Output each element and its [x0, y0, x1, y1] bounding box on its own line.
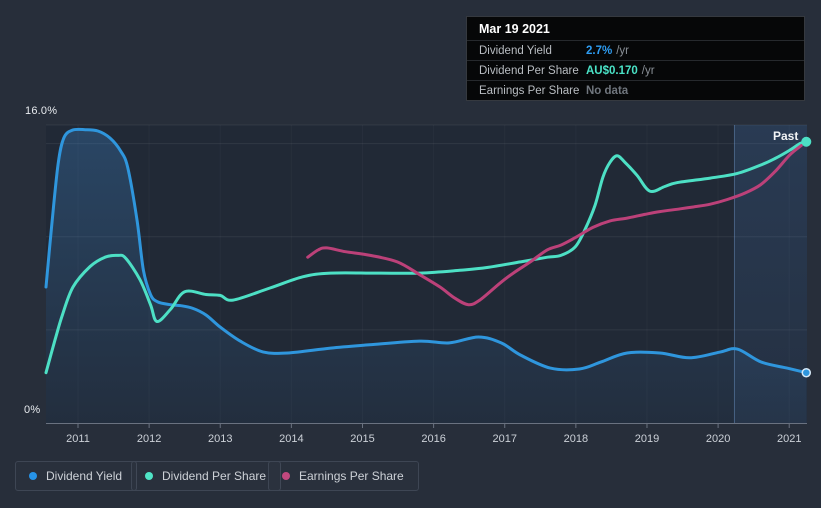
tooltip-value: No data — [586, 85, 628, 97]
x-tick-label-2017: 2017 — [492, 433, 516, 445]
dividend-per-share-dot-icon — [145, 472, 153, 480]
x-tick-label-2020: 2020 — [706, 433, 730, 445]
y-axis-max-label: 16.0% — [25, 105, 57, 117]
earnings-per-share-dot-icon — [282, 472, 290, 480]
end-marker-dividend-yield — [802, 369, 810, 377]
tooltip-value-unit: /yr — [616, 45, 629, 57]
x-tick-label-2013: 2013 — [208, 433, 232, 445]
y-axis-min-label: 0% — [24, 404, 40, 416]
tooltip-row-dividend-yield: Dividend Yield 2.7% /yr — [467, 41, 804, 61]
legend-label: Earnings Per Share — [299, 469, 404, 483]
end-marker-dividend-per-share — [801, 137, 811, 147]
x-tick-label-2021: 2021 — [777, 433, 801, 445]
x-tick-label-2012: 2012 — [137, 433, 161, 445]
chart-tooltip: Mar 19 2021 Dividend Yield 2.7% /yr Divi… — [466, 16, 805, 101]
legend-label: Dividend Yield — [46, 469, 122, 483]
legend-item-earnings-per-share[interactable]: Earnings Per Share — [268, 461, 419, 491]
x-tick-label-2019: 2019 — [635, 433, 659, 445]
tooltip-value-unit: /yr — [642, 65, 655, 77]
x-tick-label-2011: 2011 — [66, 433, 90, 445]
legend: Dividend Yield Dividend Per Share Earnin… — [0, 461, 821, 491]
legend-item-dividend-per-share[interactable]: Dividend Per Share — [131, 461, 281, 491]
tooltip-row-earnings-per-share: Earnings Per Share No data — [467, 81, 804, 100]
tooltip-date: Mar 19 2021 — [467, 17, 804, 41]
legend-label: Dividend Per Share — [162, 469, 266, 483]
tooltip-row-dividend-per-share: Dividend Per Share AU$0.170 /yr — [467, 61, 804, 81]
tooltip-value: AU$0.170 — [586, 65, 638, 77]
tooltip-value: 2.7% — [586, 45, 612, 57]
x-tick-label-2015: 2015 — [350, 433, 374, 445]
tooltip-label: Dividend Yield — [479, 45, 586, 57]
x-tick-label-2016: 2016 — [421, 433, 445, 445]
x-tick-label-2018: 2018 — [564, 433, 588, 445]
dividend-history-chart-panel: 16.0% 0% 2011 2012 2013 2014 2015 2016 2017 201… — [0, 0, 821, 508]
legend-item-dividend-yield[interactable]: Dividend Yield — [15, 461, 137, 491]
dividend-yield-dot-icon — [29, 472, 37, 480]
tooltip-label: Dividend Per Share — [479, 65, 586, 77]
x-tick-label-2014: 2014 — [279, 433, 303, 445]
tooltip-label: Earnings Per Share — [479, 85, 586, 97]
past-region-label: Past — [773, 129, 798, 143]
